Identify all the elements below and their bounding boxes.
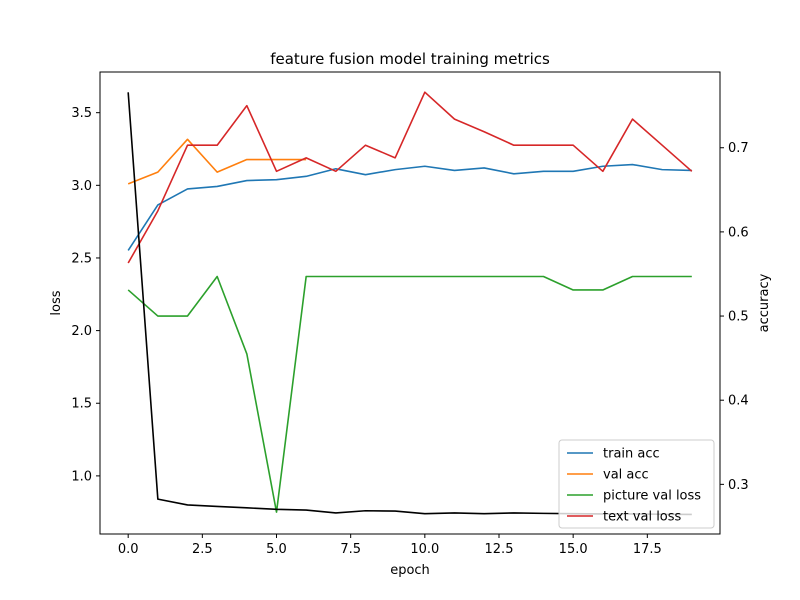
series-line-val-acc [127, 138, 307, 185]
x-axis: 0.0 2.5 5.0 7.5 10.0 12.5 15.0 17.5 [118, 534, 662, 557]
x-tick-label: 12.5 [485, 542, 514, 557]
y-right-tick-label: 0.3 [728, 478, 749, 493]
y-axis-left: 1.0 1.5 2.0 2.5 3.0 3.5 [71, 106, 100, 484]
legend-label-val-acc: val acc [603, 468, 649, 483]
legend-box [558, 439, 715, 529]
plot-frame [99, 71, 721, 535]
y-left-tick-label: 1.0 [71, 469, 92, 484]
y-left-tick-label: 2.0 [71, 324, 92, 339]
legend: train acc val acc picture val loss text val… [558, 439, 715, 529]
x-tick-label: 2.5 [192, 542, 213, 557]
y-axis-right-label: accuracy [757, 273, 772, 332]
legend-label-text-val-loss: text val loss [603, 510, 682, 525]
y-right-tick-label: 0.7 [728, 141, 749, 156]
x-tick-label: 5.0 [266, 542, 287, 557]
x-tick-label: 0.0 [118, 542, 139, 557]
series-line-text-val-loss [127, 91, 693, 264]
y-left-tick-label: 1.5 [71, 397, 92, 412]
y-right-tick-label: 0.5 [728, 310, 749, 325]
x-axis-label: epoch [390, 563, 430, 578]
chart-title: feature fusion model training metrics [270, 50, 550, 68]
y-left-tick-label: 2.5 [71, 251, 92, 266]
legend-label-picture-val-loss: picture val loss [603, 489, 701, 504]
x-tick-label: 15.0 [559, 542, 588, 557]
x-tick-label: 17.5 [633, 542, 662, 557]
y-axis-left-label: loss [49, 290, 64, 315]
x-tick-label: 10.0 [410, 542, 439, 557]
y-right-tick-label: 0.6 [728, 225, 749, 240]
series-line-picture-val-loss [127, 275, 692, 513]
y-left-tick-label: 3.5 [71, 106, 92, 121]
y-axis-right: 0.3 0.4 0.5 0.6 0.7 [720, 141, 749, 493]
x-tick-label: 7.5 [340, 542, 361, 557]
y-left-tick-label: 3.0 [71, 179, 92, 194]
y-right-tick-label: 0.4 [728, 394, 749, 409]
legend-label-train-acc: train acc [603, 447, 660, 462]
